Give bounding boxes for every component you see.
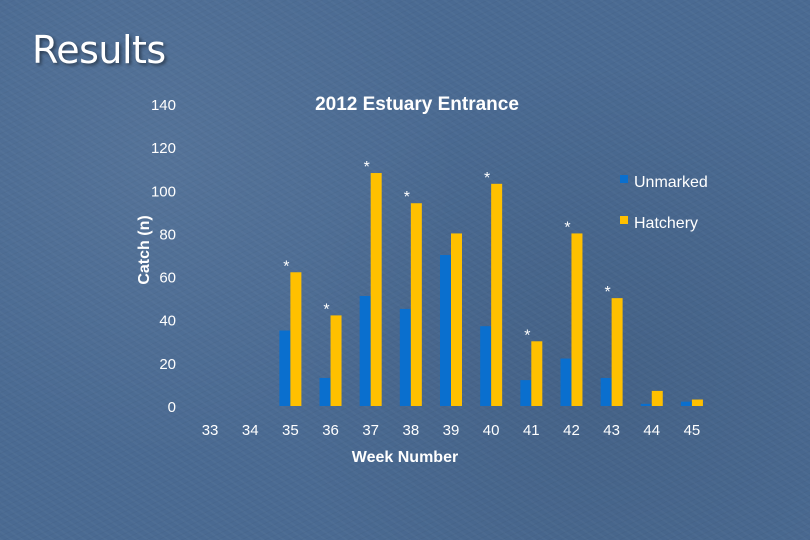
significance-marker: * [323, 301, 329, 318]
y-tick-label: 20 [159, 356, 176, 373]
slide-title: Results [32, 28, 166, 72]
bar-hatchery-44 [651, 390, 663, 406]
x-axis-label: Week Number [352, 449, 458, 466]
bar-unmarked-39 [440, 255, 451, 406]
bar-hatchery-38 [410, 203, 422, 406]
bar-unmarked-40 [480, 326, 492, 406]
significance-marker: * [404, 189, 410, 206]
bar-unmarked-41 [520, 380, 532, 406]
x-tick-label: 36 [322, 422, 339, 439]
bar-hatchery-35 [290, 272, 302, 406]
bar-series [279, 173, 703, 406]
legend-label-unmarked: Unmarked [634, 174, 708, 191]
significance-marker: * [564, 219, 570, 236]
x-tick-label: 40 [483, 422, 500, 439]
x-tick-label: 41 [523, 422, 540, 439]
y-tick-label: 120 [151, 140, 176, 157]
significance-marker: * [524, 327, 530, 344]
y-axis-ticks: 0 20 40 60 80 100 120 140 [151, 97, 176, 416]
bar-hatchery-39 [451, 233, 462, 406]
y-axis-label: Catch (n) [136, 215, 153, 284]
bar-hatchery-37 [370, 173, 382, 406]
significance-marker: * [364, 159, 370, 176]
chart-legend: Unmarked Hatchery [620, 174, 708, 232]
x-tick-label: 42 [563, 422, 580, 439]
bar-hatchery-45 [691, 399, 703, 406]
significance-marker: * [283, 258, 289, 275]
significance-marker: * [484, 170, 490, 187]
x-tick-label: 35 [282, 422, 299, 439]
legend-swatch-hatchery [620, 216, 628, 224]
bar-hatchery-40 [491, 183, 503, 406]
y-tick-label: 100 [151, 183, 176, 200]
bar-unmarked-43 [600, 377, 612, 406]
y-tick-label: 80 [159, 226, 176, 243]
significance-marker: * [604, 284, 610, 301]
x-tick-label: 33 [202, 422, 219, 439]
x-tick-label: 34 [242, 422, 259, 439]
bar-unmarked-36 [319, 377, 331, 406]
y-tick-label: 140 [151, 97, 176, 114]
x-tick-label: 44 [643, 422, 660, 439]
legend-swatch-unmarked [620, 175, 628, 183]
significance-markers: * * * * * * * * [283, 159, 610, 344]
bar-unmarked-35 [279, 330, 291, 406]
y-tick-label: 0 [168, 399, 176, 416]
legend-label-hatchery: Hatchery [634, 215, 698, 232]
bar-unmarked-37 [359, 295, 371, 406]
bar-hatchery-43 [611, 298, 623, 406]
x-tick-label: 45 [684, 422, 701, 439]
y-tick-label: 60 [159, 270, 176, 287]
bar-unmarked-38 [399, 308, 411, 406]
x-tick-label: 43 [603, 422, 620, 439]
bar-unmarked-42 [560, 358, 572, 406]
x-axis-ticks: 33 34 35 36 37 38 39 40 41 42 43 44 45 [202, 422, 701, 439]
bar-unmarked-44 [640, 403, 652, 406]
bar-hatchery-36 [330, 315, 342, 406]
x-tick-label: 37 [362, 422, 379, 439]
bar-unmarked-45 [680, 401, 692, 406]
y-tick-label: 40 [159, 313, 176, 330]
bar-hatchery-42 [571, 233, 583, 406]
x-tick-label: 39 [443, 422, 460, 439]
chart-title: 2012 Estuary Entrance [315, 94, 519, 115]
bar-hatchery-41 [531, 341, 543, 406]
x-tick-label: 38 [403, 422, 420, 439]
